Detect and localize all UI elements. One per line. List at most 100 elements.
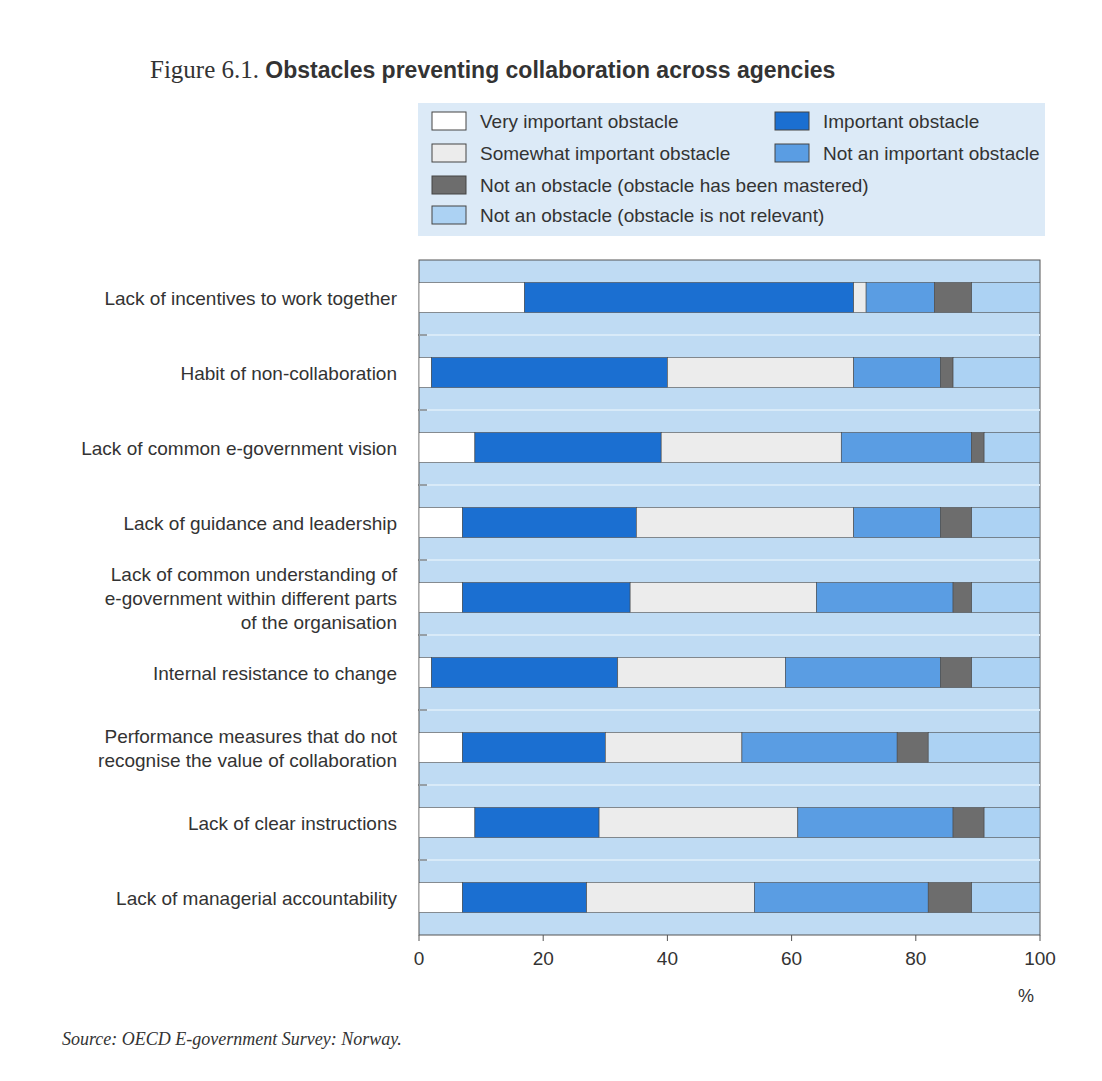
bar-segment	[972, 508, 1040, 538]
bar-segment	[462, 508, 636, 538]
bar-segment	[431, 358, 667, 388]
title: Figure 6.1. Obstacles preventing collabo…	[150, 56, 835, 83]
x-tick-label: 80	[905, 948, 926, 969]
bar-segment	[419, 358, 431, 388]
category-label-line: Lack of clear instructions	[188, 813, 397, 834]
bar-segment	[587, 883, 755, 913]
legend-swatch	[775, 112, 809, 130]
category-label-line: Performance measures that do not	[104, 726, 397, 747]
row-tick	[418, 785, 427, 786]
bar-segment	[667, 358, 853, 388]
x-axis-label: %	[1018, 986, 1034, 1006]
bar-segment	[941, 508, 972, 538]
x-tick-label: 0	[414, 948, 425, 969]
bar-segment	[941, 358, 953, 388]
bar-segment	[630, 583, 816, 613]
category-label: Lack of guidance and leadership	[123, 513, 397, 534]
bar-segment	[419, 508, 462, 538]
row-separator	[419, 709, 1040, 711]
bar-segment	[742, 733, 897, 763]
title-part: Obstacles preventing collaboration acros…	[265, 57, 835, 83]
bar-segment	[972, 883, 1040, 913]
bar-segment	[462, 733, 605, 763]
x-tick-label: 100	[1024, 948, 1056, 969]
category-label-line: Internal resistance to change	[153, 663, 397, 684]
row-separator	[419, 784, 1040, 786]
category-label: Performance measures that do not recognis…	[98, 726, 398, 771]
row-separator	[419, 634, 1040, 636]
legend-label: Not an obstacle (obstacle is not relevan…	[480, 205, 824, 226]
bar-segment	[953, 358, 1040, 388]
legend-box	[418, 103, 1045, 236]
bar-segment	[419, 733, 462, 763]
row-tick	[418, 710, 427, 711]
bar-segment	[419, 808, 475, 838]
bar-segment	[419, 283, 525, 313]
legend-swatch	[432, 206, 466, 224]
bar-segment	[661, 433, 841, 463]
category-label-line: e-government within different parts	[105, 588, 397, 609]
legend-label: Very important obstacle	[480, 111, 679, 132]
bar-segment	[953, 583, 972, 613]
bar-segment	[928, 733, 1040, 763]
row-separator	[419, 559, 1040, 561]
x-tick-label: 20	[533, 948, 554, 969]
bar-segment	[984, 433, 1040, 463]
category-label: Internal resistance to change	[153, 663, 397, 684]
bar-segment	[475, 433, 661, 463]
chart: Figure 6.1. Obstacles preventing collabo…	[0, 0, 1102, 1081]
category-label-line: Habit of non-collaboration	[180, 363, 397, 384]
bars	[419, 283, 1040, 913]
bar-segment	[754, 883, 928, 913]
legend-label: Not an obstacle (obstacle has been maste…	[480, 175, 869, 196]
category-label: Lack of common e-government vision	[81, 438, 397, 459]
x-tick	[1040, 935, 1041, 941]
row-tick	[418, 485, 427, 486]
bar-segment	[419, 658, 431, 688]
category-label-line: of the organisation	[241, 612, 397, 633]
bar-segment	[462, 583, 630, 613]
bar-segment	[934, 283, 971, 313]
bar-segment	[785, 658, 940, 688]
legend-label: Not an important obstacle	[823, 143, 1040, 164]
row-tick	[418, 635, 427, 636]
legend-swatch	[432, 144, 466, 162]
bar-segment	[928, 883, 971, 913]
bar-segment	[972, 658, 1040, 688]
category-label-line: Lack of managerial accountability	[116, 888, 397, 909]
row-tick	[418, 560, 427, 561]
legend-swatch	[432, 112, 466, 130]
category-label-line: Lack of common understanding of	[111, 564, 398, 585]
annotation: Source: OECD E-government Survey: Norway…	[62, 1029, 402, 1049]
category-label-line: recognise the value of collaboration	[98, 750, 397, 771]
bar-segment	[636, 508, 853, 538]
row-separator	[419, 334, 1040, 336]
bar-segment	[866, 283, 934, 313]
row-tick	[418, 335, 427, 336]
row-separator	[419, 859, 1040, 861]
x-tick	[667, 935, 668, 941]
bar-segment	[897, 733, 928, 763]
row-separator	[419, 484, 1040, 486]
legend-swatch	[432, 176, 466, 194]
bar-segment	[605, 733, 742, 763]
bar-segment	[419, 883, 462, 913]
category-label: Lack of common understanding of e-governm…	[105, 564, 398, 633]
bar-segment	[941, 658, 972, 688]
bar-segment	[798, 808, 953, 838]
bar-segment	[816, 583, 953, 613]
x-tick	[419, 935, 420, 941]
bar-segment	[984, 808, 1040, 838]
bar-segment	[419, 433, 475, 463]
bar-segment	[972, 583, 1040, 613]
legend: Very important obstacleImportant obstacl…	[418, 103, 1045, 236]
bar-segment	[841, 433, 971, 463]
bar-segment	[462, 883, 586, 913]
bar-segment	[599, 808, 798, 838]
category-label: Lack of incentives to work together	[104, 288, 397, 309]
bar-segment	[618, 658, 786, 688]
bar-segment	[431, 658, 617, 688]
bar-segment	[854, 283, 866, 313]
bar-segment	[419, 583, 462, 613]
legend-label: Somewhat important obstacle	[480, 143, 730, 164]
